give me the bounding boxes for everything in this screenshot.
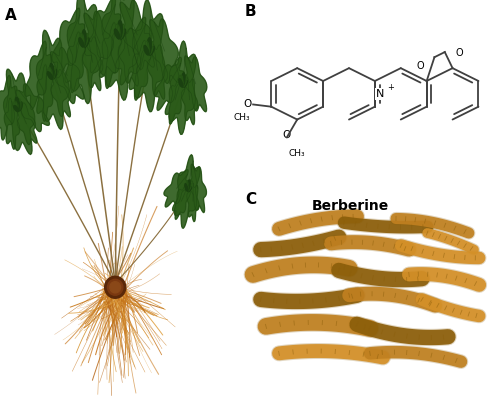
Polygon shape <box>84 0 121 73</box>
Polygon shape <box>4 98 20 149</box>
Polygon shape <box>52 8 85 78</box>
Polygon shape <box>37 65 53 121</box>
Text: A: A <box>5 8 17 23</box>
Polygon shape <box>129 40 151 100</box>
Polygon shape <box>14 106 18 112</box>
Polygon shape <box>116 24 120 38</box>
Polygon shape <box>172 183 190 219</box>
Polygon shape <box>51 69 70 117</box>
Polygon shape <box>100 22 122 88</box>
Polygon shape <box>182 73 185 86</box>
Polygon shape <box>186 181 188 190</box>
Polygon shape <box>84 38 89 47</box>
Polygon shape <box>118 20 122 38</box>
Polygon shape <box>147 38 152 54</box>
Polygon shape <box>179 79 182 87</box>
Polygon shape <box>120 0 154 69</box>
Text: CH₃: CH₃ <box>233 113 250 122</box>
Text: N: N <box>376 89 384 99</box>
Ellipse shape <box>110 282 120 293</box>
Polygon shape <box>182 75 198 124</box>
Text: B: B <box>245 4 256 19</box>
Polygon shape <box>19 102 22 111</box>
Text: C: C <box>245 192 256 207</box>
Polygon shape <box>166 75 185 124</box>
Polygon shape <box>16 84 50 132</box>
Polygon shape <box>18 99 21 110</box>
Polygon shape <box>102 0 138 100</box>
Polygon shape <box>118 25 141 86</box>
Polygon shape <box>120 24 124 38</box>
Polygon shape <box>148 41 168 99</box>
Polygon shape <box>120 29 126 39</box>
Polygon shape <box>187 180 190 190</box>
Polygon shape <box>67 0 100 104</box>
Polygon shape <box>84 11 116 75</box>
Polygon shape <box>154 57 184 111</box>
Text: O: O <box>244 99 252 109</box>
Polygon shape <box>188 183 191 191</box>
Polygon shape <box>50 63 54 78</box>
Text: O: O <box>282 130 290 140</box>
Ellipse shape <box>108 279 123 295</box>
Polygon shape <box>132 0 165 112</box>
Polygon shape <box>183 81 188 87</box>
Polygon shape <box>50 47 84 103</box>
Polygon shape <box>114 29 119 39</box>
Polygon shape <box>116 18 150 85</box>
Ellipse shape <box>104 276 126 298</box>
Polygon shape <box>82 34 103 91</box>
Text: Berberine: Berberine <box>312 200 388 213</box>
Polygon shape <box>36 30 69 129</box>
Polygon shape <box>180 75 183 87</box>
Polygon shape <box>188 187 192 192</box>
Polygon shape <box>150 19 180 83</box>
Polygon shape <box>144 45 148 55</box>
Text: O: O <box>416 61 424 71</box>
Polygon shape <box>53 70 57 79</box>
Polygon shape <box>189 164 206 213</box>
Polygon shape <box>164 170 190 207</box>
Text: O: O <box>456 48 463 58</box>
Polygon shape <box>48 72 52 79</box>
Polygon shape <box>169 41 196 134</box>
Polygon shape <box>174 155 200 228</box>
Polygon shape <box>24 41 52 110</box>
Polygon shape <box>80 34 84 46</box>
Polygon shape <box>48 67 53 79</box>
Polygon shape <box>146 41 150 54</box>
Text: CH₃: CH₃ <box>289 148 306 158</box>
Polygon shape <box>65 32 86 93</box>
Polygon shape <box>4 69 35 154</box>
Polygon shape <box>0 75 17 140</box>
Polygon shape <box>149 46 154 55</box>
Polygon shape <box>52 66 56 78</box>
Text: +: + <box>387 83 394 92</box>
Polygon shape <box>79 38 84 47</box>
Polygon shape <box>148 41 153 54</box>
Polygon shape <box>84 34 88 46</box>
Polygon shape <box>184 56 207 112</box>
Polygon shape <box>182 77 186 87</box>
Polygon shape <box>16 103 37 144</box>
Polygon shape <box>16 97 20 110</box>
Polygon shape <box>82 30 86 46</box>
Polygon shape <box>14 101 19 111</box>
Polygon shape <box>187 181 199 221</box>
Polygon shape <box>185 184 188 191</box>
